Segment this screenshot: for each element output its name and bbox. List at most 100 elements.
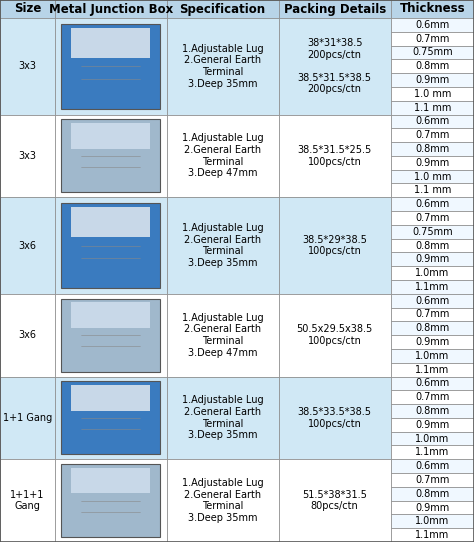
Text: 0.7mm: 0.7mm <box>415 130 449 140</box>
Bar <box>391 377 474 390</box>
Text: 0.8mm: 0.8mm <box>415 489 449 499</box>
Bar <box>391 501 474 514</box>
Bar <box>279 377 391 459</box>
Text: 0.8mm: 0.8mm <box>415 144 449 154</box>
Bar <box>55 459 167 542</box>
Bar <box>391 487 474 501</box>
Bar <box>391 514 474 528</box>
Bar <box>391 280 474 294</box>
Bar <box>391 225 474 238</box>
Bar <box>391 528 474 542</box>
Text: Specification: Specification <box>180 3 266 16</box>
Text: 38.5*31.5*25.5
100pcs/ctn: 38.5*31.5*25.5 100pcs/ctn <box>298 145 372 167</box>
Bar <box>0 294 55 377</box>
Bar <box>167 459 279 542</box>
Text: 1.1mm: 1.1mm <box>415 365 449 375</box>
Text: 0.8mm: 0.8mm <box>415 241 449 250</box>
Text: 0.9mm: 0.9mm <box>415 337 449 347</box>
Bar <box>391 170 474 184</box>
Bar <box>55 0 167 18</box>
Bar <box>391 73 474 87</box>
Bar <box>71 123 150 149</box>
Text: Packing Details: Packing Details <box>283 3 386 16</box>
Bar <box>391 321 474 335</box>
Text: 0.7mm: 0.7mm <box>415 34 449 44</box>
Bar <box>167 0 279 18</box>
Text: 3x6: 3x6 <box>18 241 36 250</box>
Bar <box>0 459 55 542</box>
Text: 38*31*38.5
200pcs/ctn

38.5*31.5*38.5
200pcs/ctn: 38*31*38.5 200pcs/ctn 38.5*31.5*38.5 200… <box>298 38 372 94</box>
Text: 1.0mm: 1.0mm <box>415 517 449 526</box>
Bar <box>279 294 391 377</box>
Text: 1.Adjustable Lug
2.General Earth
Terminal
3.Deep 35mm: 1.Adjustable Lug 2.General Earth Termina… <box>182 223 264 268</box>
Text: Metal Junction Box: Metal Junction Box <box>48 3 173 16</box>
Text: 38.5*33.5*38.5
100pcs/ctn: 38.5*33.5*38.5 100pcs/ctn <box>298 407 372 429</box>
Text: Size: Size <box>14 3 41 16</box>
Bar <box>167 377 279 459</box>
Bar <box>391 238 474 253</box>
Bar <box>391 404 474 418</box>
Bar <box>62 382 160 454</box>
Bar <box>62 24 160 109</box>
Bar <box>391 114 474 128</box>
Bar <box>71 302 150 328</box>
Bar <box>0 18 55 114</box>
Bar <box>279 197 391 294</box>
Bar <box>391 197 474 211</box>
Bar <box>391 184 474 197</box>
Bar <box>279 0 391 18</box>
Bar <box>391 390 474 404</box>
Text: 0.7mm: 0.7mm <box>415 475 449 485</box>
Text: 0.9mm: 0.9mm <box>415 158 449 168</box>
Text: 1.1mm: 1.1mm <box>415 282 449 292</box>
Text: 0.6mm: 0.6mm <box>415 199 449 209</box>
Bar <box>279 114 391 197</box>
Text: 1.0mm: 1.0mm <box>415 268 449 278</box>
Text: 0.75mm: 0.75mm <box>412 48 453 57</box>
Bar <box>0 197 55 294</box>
Bar <box>55 197 167 294</box>
Bar <box>391 363 474 377</box>
Text: 1.1mm: 1.1mm <box>415 447 449 457</box>
Text: 1.1 mm: 1.1 mm <box>414 185 451 195</box>
Bar <box>391 211 474 225</box>
Text: 1.Adjustable Lug
2.General Earth
Terminal
3.Deep 35mm: 1.Adjustable Lug 2.General Earth Termina… <box>182 478 264 523</box>
Bar <box>279 459 391 542</box>
Bar <box>391 128 474 142</box>
Bar <box>167 294 279 377</box>
Bar <box>55 294 167 377</box>
Text: 38.5*29*38.5
100pcs/ctn: 38.5*29*38.5 100pcs/ctn <box>302 235 367 256</box>
Text: 3x3: 3x3 <box>18 151 36 161</box>
Text: 0.7mm: 0.7mm <box>415 392 449 402</box>
Bar <box>391 142 474 156</box>
Text: 0.6mm: 0.6mm <box>415 20 449 30</box>
Text: 1.0mm: 1.0mm <box>415 351 449 361</box>
Text: 0.6mm: 0.6mm <box>415 461 449 471</box>
Bar <box>391 60 474 73</box>
Bar <box>0 114 55 197</box>
Text: 3x3: 3x3 <box>18 61 36 71</box>
Bar <box>391 0 474 18</box>
Bar <box>62 464 160 537</box>
Text: 0.6mm: 0.6mm <box>415 117 449 126</box>
Bar <box>391 459 474 473</box>
Text: 0.7mm: 0.7mm <box>415 309 449 319</box>
Text: 1.0 mm: 1.0 mm <box>414 89 451 99</box>
Bar <box>55 18 167 114</box>
Bar <box>391 307 474 321</box>
Text: 1.Adjustable Lug
2.General Earth
Terminal
3.Deep 35mm: 1.Adjustable Lug 2.General Earth Termina… <box>182 396 264 440</box>
Bar <box>391 18 474 32</box>
Text: 0.8mm: 0.8mm <box>415 323 449 333</box>
Text: 0.6mm: 0.6mm <box>415 378 449 389</box>
Text: 1+1+1
Gang: 1+1+1 Gang <box>10 490 45 512</box>
Text: 1+1 Gang: 1+1 Gang <box>3 413 52 423</box>
Text: 0.6mm: 0.6mm <box>415 296 449 306</box>
Bar <box>62 119 160 192</box>
Text: 0.9mm: 0.9mm <box>415 502 449 513</box>
Bar <box>55 377 167 459</box>
Text: 0.9mm: 0.9mm <box>415 75 449 85</box>
Text: 1.1mm: 1.1mm <box>415 530 449 540</box>
Text: 0.9mm: 0.9mm <box>415 254 449 264</box>
Text: Thickness: Thickness <box>400 3 465 16</box>
Bar <box>391 46 474 60</box>
